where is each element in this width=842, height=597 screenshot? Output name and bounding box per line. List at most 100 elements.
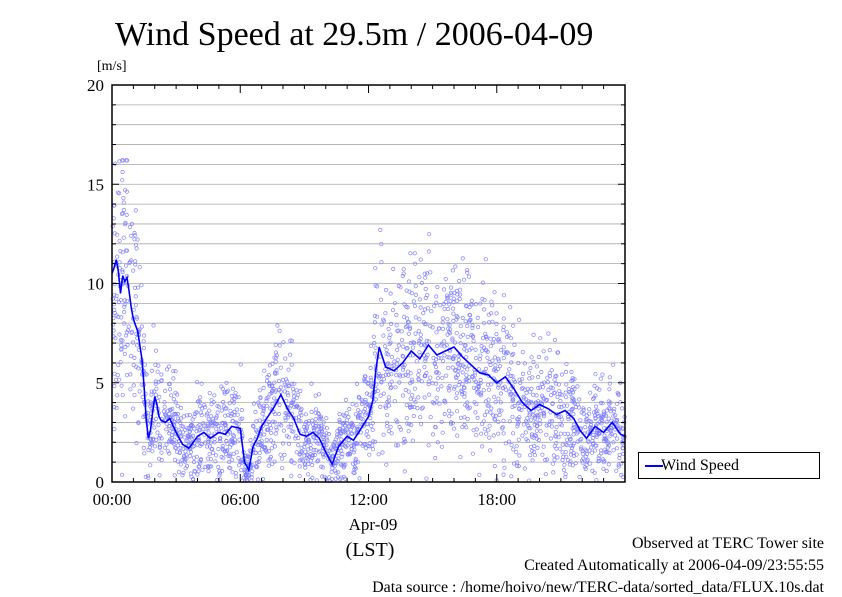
raw-data-point	[206, 463, 211, 469]
raw-data-point	[492, 290, 497, 295]
raw-data-point	[457, 292, 463, 297]
raw-data-point	[590, 396, 596, 402]
raw-data-point	[474, 401, 479, 407]
raw-data-point	[572, 401, 577, 406]
raw-data-point	[426, 443, 431, 448]
raw-data-point	[276, 411, 281, 417]
raw-data-point	[488, 362, 493, 368]
raw-data-point	[294, 388, 299, 393]
raw-data-point	[558, 398, 563, 404]
raw-data-point	[598, 415, 603, 420]
raw-data-point	[535, 412, 540, 417]
raw-data-point	[555, 455, 560, 460]
raw-data-point	[269, 461, 275, 466]
raw-data-point	[580, 460, 585, 465]
raw-data-point	[233, 474, 238, 479]
raw-data-point	[440, 320, 445, 325]
raw-data-point	[353, 460, 358, 466]
raw-data-point	[312, 452, 318, 458]
raw-data-point	[455, 372, 460, 378]
raw-data-point	[388, 424, 393, 429]
raw-data-point	[173, 412, 178, 417]
raw-data-point	[168, 387, 173, 392]
raw-data-point	[180, 446, 185, 451]
raw-data-point	[446, 408, 452, 413]
raw-data-point	[253, 450, 258, 456]
raw-data-point	[358, 422, 363, 427]
raw-data-point	[551, 470, 556, 475]
raw-data-point	[221, 399, 226, 405]
raw-data-point	[167, 364, 172, 369]
raw-data-point	[313, 421, 318, 426]
y-tick-labels: 0 5 10 15 20	[87, 76, 104, 492]
raw-data-point	[311, 434, 316, 440]
raw-data-point	[216, 423, 221, 428]
raw-data-point	[387, 341, 392, 347]
raw-data-point	[607, 401, 612, 406]
raw-data-point	[172, 457, 177, 462]
raw-data-point	[197, 422, 202, 428]
raw-data-point	[383, 404, 388, 409]
raw-data-point	[578, 446, 584, 452]
raw-data-point	[412, 404, 417, 410]
raw-data-point	[147, 445, 152, 450]
raw-data-point	[313, 447, 318, 453]
raw-data-point	[291, 390, 296, 395]
raw-data-point	[445, 354, 450, 360]
raw-data-point	[619, 472, 624, 477]
raw-data-point	[289, 429, 294, 434]
raw-data-point	[281, 428, 286, 433]
raw-data-point	[310, 462, 315, 468]
raw-data-point	[132, 355, 137, 360]
raw-data-point	[312, 425, 317, 431]
raw-data-point	[514, 444, 519, 449]
raw-data-point	[283, 377, 289, 382]
raw-data-point	[608, 433, 613, 438]
raw-data-point	[343, 397, 348, 402]
raw-data-point	[481, 307, 487, 312]
raw-data-point	[509, 352, 515, 358]
raw-data-point	[445, 306, 450, 312]
raw-data-point	[136, 420, 141, 425]
raw-data-point	[289, 473, 294, 478]
raw-data-point	[367, 392, 372, 397]
raw-data-point	[155, 430, 160, 435]
raw-data-point	[390, 307, 396, 313]
raw-data-point	[534, 428, 540, 433]
raw-data-point	[525, 423, 531, 428]
raw-data-point	[146, 475, 151, 480]
raw-data-point	[308, 442, 313, 448]
raw-data-point	[255, 464, 260, 470]
raw-data-point	[540, 452, 545, 457]
raw-data-point	[520, 385, 525, 390]
raw-data-point	[313, 417, 318, 422]
raw-data-point	[547, 347, 552, 353]
raw-data-point	[531, 449, 537, 454]
raw-data-point	[498, 400, 503, 405]
raw-data-point	[529, 417, 534, 422]
raw-data-point	[418, 305, 423, 310]
raw-data-point	[527, 411, 532, 416]
raw-data-point	[451, 355, 456, 360]
raw-data-point	[388, 321, 394, 326]
raw-data-point	[484, 431, 489, 436]
raw-data-point	[363, 403, 368, 408]
raw-data-point	[294, 404, 299, 409]
raw-data-point	[436, 355, 441, 361]
raw-data-point	[388, 291, 393, 296]
raw-data-point	[545, 380, 551, 385]
raw-data-point	[257, 450, 262, 455]
raw-data-point	[451, 386, 457, 391]
raw-data-point	[274, 425, 279, 430]
raw-data-point	[409, 422, 414, 428]
raw-data-point	[588, 390, 593, 395]
raw-data-point	[316, 392, 322, 397]
raw-data-point	[558, 421, 563, 427]
raw-data-point	[172, 420, 177, 425]
legend-label: Wind Speed	[661, 457, 740, 474]
raw-data-point	[197, 428, 202, 433]
raw-data-point	[400, 367, 406, 372]
raw-data-point	[227, 400, 232, 406]
raw-data-point	[275, 323, 280, 328]
raw-data-point	[360, 443, 365, 448]
